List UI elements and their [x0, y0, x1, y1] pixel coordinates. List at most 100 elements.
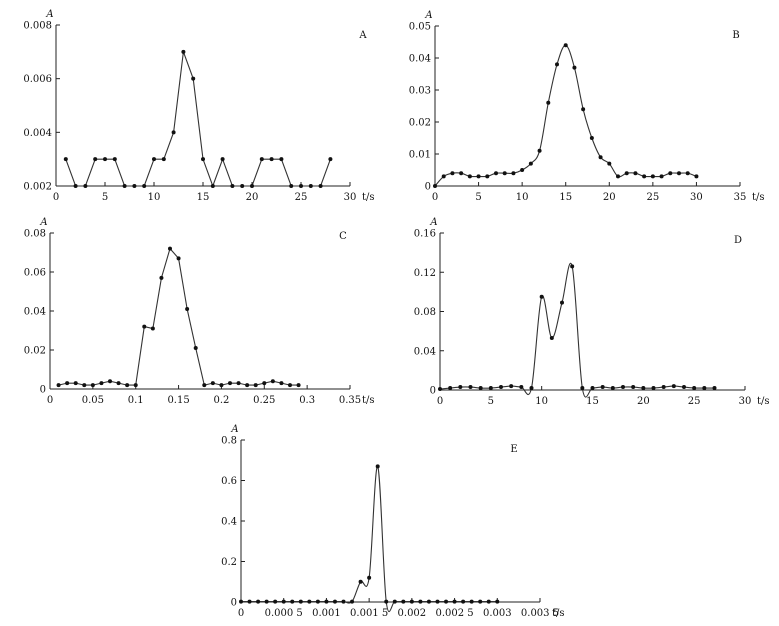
- data-point: [73, 184, 78, 188]
- data-point: [461, 599, 466, 604]
- data-point: [459, 171, 464, 176]
- data-point: [702, 386, 707, 391]
- data-point: [677, 171, 681, 176]
- series-line: [434, 44, 697, 187]
- data-point: [262, 381, 267, 386]
- y-tick-label: 0: [430, 386, 436, 397]
- panel-letter: B: [732, 30, 739, 41]
- series-line: [439, 262, 715, 398]
- data-point: [616, 174, 620, 179]
- data-point: [367, 575, 372, 580]
- x-tick-label: 0: [432, 192, 438, 203]
- data-point: [108, 379, 112, 384]
- data-point: [651, 386, 656, 391]
- data-point: [448, 386, 453, 391]
- x-tick-label: 0.000 5: [265, 608, 303, 619]
- data-point: [621, 385, 625, 390]
- data-point: [478, 599, 483, 604]
- data-point: [289, 184, 294, 188]
- series-line: [240, 465, 498, 613]
- data-point: [418, 599, 423, 604]
- x-tick-label: 10: [535, 396, 548, 407]
- y-axis-label: A: [39, 217, 47, 228]
- data-point: [253, 383, 258, 388]
- data-point: [328, 157, 333, 162]
- x-tick-label: 10: [148, 192, 161, 203]
- x-tick-label: 35: [734, 192, 747, 203]
- data-point: [270, 379, 275, 384]
- data-point: [624, 171, 629, 176]
- panel-letter: D: [734, 235, 742, 246]
- data-point: [259, 157, 264, 162]
- data-point: [350, 599, 355, 604]
- data-point: [341, 599, 346, 604]
- data-point: [240, 184, 245, 188]
- x-tick-label: 10: [516, 192, 529, 203]
- y-tick-label: 0.6: [221, 476, 237, 487]
- data-point: [210, 381, 215, 386]
- x-tick-label: 0: [53, 192, 59, 203]
- data-point: [56, 383, 61, 388]
- data-point: [450, 171, 455, 176]
- data-point: [458, 385, 463, 390]
- data-point: [642, 174, 647, 179]
- x-axis-label: t/s: [362, 192, 375, 203]
- data-point: [694, 174, 699, 179]
- data-point: [133, 383, 138, 388]
- data-point: [298, 599, 303, 604]
- data-point: [288, 383, 292, 388]
- data-point: [469, 599, 474, 604]
- data-point: [659, 174, 664, 179]
- data-point: [250, 184, 254, 188]
- data-point: [495, 599, 500, 604]
- x-tick-label: 0.002: [398, 608, 427, 619]
- x-tick-label: 25: [688, 396, 701, 407]
- data-point: [560, 300, 564, 305]
- data-point: [502, 171, 507, 176]
- data-point: [220, 157, 225, 162]
- data-point: [580, 386, 585, 391]
- data-point: [529, 386, 534, 391]
- x-tick-label: 0.15: [167, 395, 189, 406]
- x-tick-label: 0.003 5: [521, 608, 559, 619]
- data-point: [142, 324, 147, 329]
- data-point: [318, 184, 323, 188]
- data-point: [202, 383, 207, 388]
- data-point: [598, 155, 603, 160]
- x-tick-label: 30: [690, 192, 703, 203]
- x-tick-label: 30: [344, 192, 357, 203]
- x-tick-label: 20: [637, 396, 650, 407]
- y-tick-label: 0.8: [221, 436, 237, 447]
- data-point: [511, 171, 516, 176]
- x-tick-label: 0.1: [128, 395, 144, 406]
- x-tick-label: 0.05: [82, 395, 104, 406]
- y-tick-label: 0.04: [24, 307, 46, 318]
- data-point: [193, 346, 198, 351]
- panel-e: 0 0.2 0.4 0.6 0.8 0 0.000 5 0.001 0.001 5 0.002 0.…: [221, 424, 564, 619]
- data-point: [324, 599, 329, 604]
- data-point: [264, 599, 269, 604]
- data-point: [279, 381, 284, 386]
- y-tick-label: 0: [425, 182, 431, 193]
- data-point: [116, 381, 121, 386]
- data-point: [73, 381, 78, 386]
- data-point: [441, 174, 446, 179]
- x-tick-label: 0: [47, 395, 53, 406]
- data-point: [281, 599, 286, 604]
- x-tick-label: 0.003: [483, 608, 512, 619]
- y-tick-label: 0.04: [414, 346, 436, 357]
- x-tick-label: 0.002 5: [435, 608, 473, 619]
- y-tick-label: 0: [40, 385, 46, 396]
- data-point: [375, 464, 380, 469]
- y-tick-label: 0.02: [24, 346, 46, 357]
- data-point: [201, 157, 205, 162]
- x-tick-label: 20: [603, 192, 616, 203]
- data-point: [641, 386, 646, 391]
- data-point: [152, 157, 156, 162]
- data-point: [590, 386, 595, 391]
- y-tick-label: 0.4: [221, 517, 237, 528]
- panel-a: 0.002 0.004 0.006 0.008 0 5 10 15 20 25 30 At/s A: [23, 9, 374, 203]
- data-point: [315, 599, 320, 604]
- data-point: [273, 599, 278, 604]
- data-point: [589, 136, 594, 140]
